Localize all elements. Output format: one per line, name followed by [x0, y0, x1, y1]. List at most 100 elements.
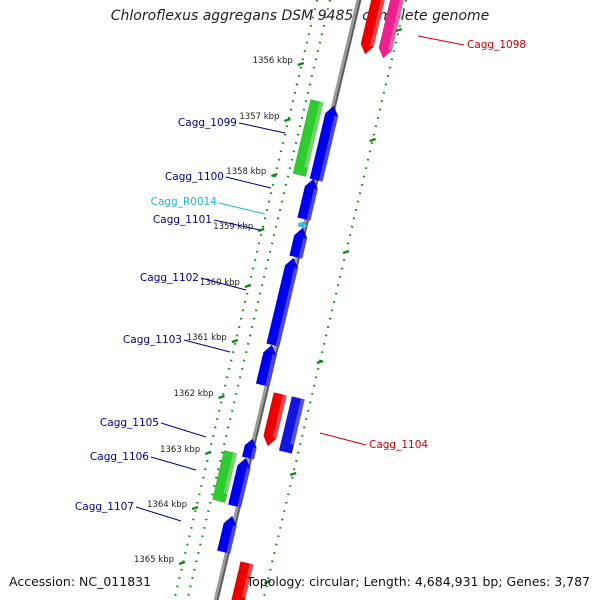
gene-cagg-1107-arrow-highlight [226, 525, 237, 554]
gene-cagg-1102-arrow-highlight [275, 267, 298, 347]
gene-label-cagg-1102: Cagg_1102 [140, 272, 199, 284]
gene-cagg-1105-arrow-highlight [250, 447, 257, 460]
outer-track-tick [316, 359, 324, 365]
gene-cagg-1100-arrow [297, 178, 318, 221]
gene-label-cagg-1099: Cagg_1099 [178, 117, 237, 129]
gene-cagg-1104b-arrow-highlight [290, 398, 305, 445]
reverse-feature-bottom [230, 561, 254, 600]
ruler-tick [178, 560, 186, 566]
gene-cagg-1098-arrow-shape [360, 0, 388, 55]
leader-line-cagg-r0014 [218, 202, 266, 215]
rna-cagg-r0014-arrow-highlight [303, 224, 307, 228]
gene-cagg-1105-arrow [241, 438, 257, 460]
gene-cagg-1106-arrow-highlight [237, 467, 251, 508]
gene-cagg-1104-arrow-shape [263, 392, 287, 447]
ruler-tick [204, 450, 212, 456]
gene-cagg-1101-arrow [289, 227, 308, 259]
ruler-tick [244, 283, 252, 289]
pseudo-gene-arrow-shape [378, 0, 407, 59]
pseudo-gene-arrow-highlight [388, 0, 406, 51]
gene-label-cagg-1100: Cagg_1100 [165, 171, 224, 183]
ruler-track-inner [173, 0, 319, 600]
rna-cagg-r0014-arrow [297, 221, 307, 229]
outer-track-tick [369, 137, 377, 143]
gene-cagg-1102-arrow [266, 257, 299, 347]
gene-label-cagg-1107: Cagg_1107 [75, 501, 134, 513]
gene-cagg-1098-arrow [360, 0, 388, 55]
pseudo-gene-arrow [378, 0, 407, 59]
ruler-tick [191, 505, 199, 511]
gene-cagg-1104-arrow-highlight [272, 394, 287, 439]
ruler-tick [297, 61, 305, 67]
reverse-feature-bottom-shape [230, 561, 254, 600]
gene-cagg-1107-arrow [216, 515, 237, 554]
ruler-track-inner-2 [186, 0, 332, 600]
gene-cagg-1106-extra-arrow-shape [212, 450, 238, 503]
gene-cagg-1104-arrow [263, 392, 287, 447]
gene-label-cagg-r0014: Cagg_R0014 [151, 196, 218, 208]
accession-text: Accession: NC_011831 [9, 574, 152, 589]
gene-label-cagg-1106: Cagg_1106 [90, 451, 149, 463]
outer-track-tick [289, 471, 297, 477]
outer-track-tick [342, 249, 350, 255]
ruler-tick-label: 1362 kbp [173, 389, 213, 399]
outer-track-tick [264, 579, 271, 585]
leader-line-cagg-1100 [225, 176, 272, 189]
leader-line-cagg-1098 [417, 35, 465, 46]
ruler-tick-label: 1364 kbp [147, 500, 187, 510]
outer-track-tick [395, 27, 403, 33]
reverse-feature-bottom-highlight [241, 563, 254, 598]
rna-cagg-r0014-arrow-shape [297, 221, 307, 229]
gene-cagg-1099-arrow-highlight [318, 115, 339, 182]
ruler-tick [284, 117, 291, 123]
leader-line-cagg-1104 [319, 432, 367, 446]
ruler-tick [270, 172, 278, 178]
gene-cagg-1103-arrow [255, 344, 277, 387]
ruler-tick-label: 1365 kbp [134, 555, 174, 565]
gene-label-cagg-1103: Cagg_1103 [123, 334, 182, 346]
leader-line-cagg-1099 [238, 122, 286, 134]
gene-cagg-1106-extra-arrow [212, 450, 238, 503]
ruler-tick-label: 1359 kbp [213, 222, 253, 232]
leader-line-cagg-1105 [160, 422, 207, 438]
gene-cagg-1098-arrow-highlight [370, 0, 387, 47]
ruler-tick-label: 1356 kbp [253, 56, 293, 66]
gene-label-cagg-1104: Cagg_1104 [369, 439, 428, 451]
gene-label-cagg-1098: Cagg_1098 [467, 39, 526, 51]
gene-cagg-1106-arrow [227, 457, 251, 508]
gene-cagg-1102-arrow-shape [266, 257, 299, 347]
gene-cagg-1101-arrow-highlight [298, 237, 307, 259]
ruler-tick [257, 227, 265, 233]
gene-cagg-1099-arrow [309, 105, 339, 182]
gene-cagg-1103-arrow-highlight [265, 354, 277, 387]
leader-line-cagg-1107 [135, 506, 182, 522]
ruler-tick-label: 1361 kbp [187, 333, 227, 343]
gene-cagg-1101-arrow-shape [289, 227, 308, 259]
leader-line-cagg-1102 [200, 277, 247, 291]
gene-cagg-1100-arrow-highlight [306, 188, 318, 221]
gene-cagg-1099-extra-arrow [292, 99, 324, 177]
gene-cagg-1107-arrow-shape [216, 515, 237, 554]
gene-label-cagg-1101: Cagg_1101 [153, 214, 212, 226]
ruler-tick-label: 1358 kbp [226, 167, 266, 177]
leader-line-cagg-1106 [150, 456, 197, 471]
leader-line-cagg-1101 [213, 219, 261, 231]
gene-cagg-1104b-arrow [278, 396, 305, 454]
ruler-tick [231, 338, 239, 344]
genome-summary-text: Topology: circular; Length: 4,684,931 bp… [246, 574, 590, 589]
gene-cagg-1105-arrow-shape [241, 438, 257, 460]
gene-cagg-1100-arrow-shape [297, 178, 318, 221]
gene-cagg-1099-extra-arrow-shape [292, 99, 324, 177]
gene-cagg-1103-arrow-shape [255, 344, 277, 387]
ruler-tick-label: 1363 kbp [160, 445, 200, 455]
gene-cagg-1099-extra-arrow-highlight [304, 101, 324, 168]
gene-cagg-1106-extra-arrow-highlight [223, 452, 237, 494]
gene-cagg-1099-arrow-shape [309, 105, 339, 182]
ruler-tick-label: 1357 kbp [239, 112, 279, 122]
gene-label-cagg-1105: Cagg_1105 [100, 417, 159, 429]
ruler-tick [218, 394, 225, 400]
gene-cagg-1106-arrow-shape [227, 457, 251, 508]
leader-line-cagg-1103 [183, 339, 231, 353]
gene-cagg-1104b-arrow-shape [278, 396, 305, 454]
